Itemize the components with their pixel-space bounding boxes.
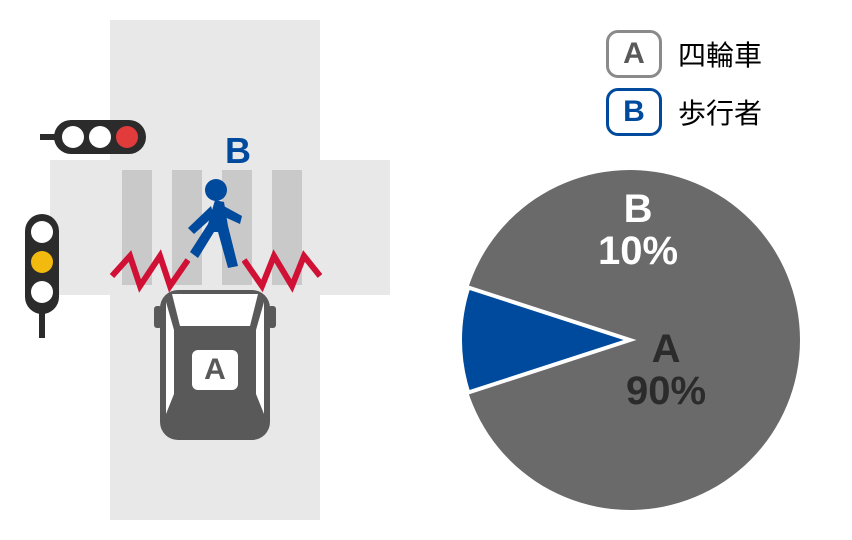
car-label-badge: A: [192, 350, 238, 390]
pie-label-a: A 90%: [626, 328, 706, 412]
legend-badge-a-letter: A: [623, 37, 645, 71]
legend-row-b: B 歩行者: [606, 88, 762, 136]
car-label-text: A: [204, 353, 226, 386]
legend-badge-a: A: [606, 30, 662, 78]
pedestrian-icon: [178, 178, 248, 273]
legend-badge-b-letter: B: [623, 95, 645, 129]
pie-label-a-letter: A: [626, 328, 706, 370]
pie-label-b-letter: B: [598, 188, 678, 230]
light-2: [31, 251, 53, 273]
light-3: [31, 281, 53, 303]
light-1: [62, 126, 84, 148]
intersection-diagram: B A: [50, 20, 390, 520]
legend-badge-b: B: [606, 88, 662, 136]
legend-text-a: 四輪車: [678, 34, 762, 74]
legend-row-a: A 四輪車: [606, 30, 762, 78]
traffic-light-vertical: [20, 210, 64, 340]
pie-label-b: B 10%: [598, 188, 678, 272]
traffic-light-horizontal: [40, 116, 150, 158]
light-1: [31, 221, 53, 243]
legend-text-b: 歩行者: [678, 92, 762, 132]
pedestrian-label: B: [225, 130, 251, 172]
pie-chart: B 10% A 90%: [460, 170, 800, 510]
pie-label-a-pct: 90%: [626, 370, 706, 412]
legend: A 四輪車 B 歩行者: [606, 30, 762, 146]
pie-label-b-pct: 10%: [598, 230, 678, 272]
light-2: [89, 126, 111, 148]
light-3: [116, 126, 138, 148]
